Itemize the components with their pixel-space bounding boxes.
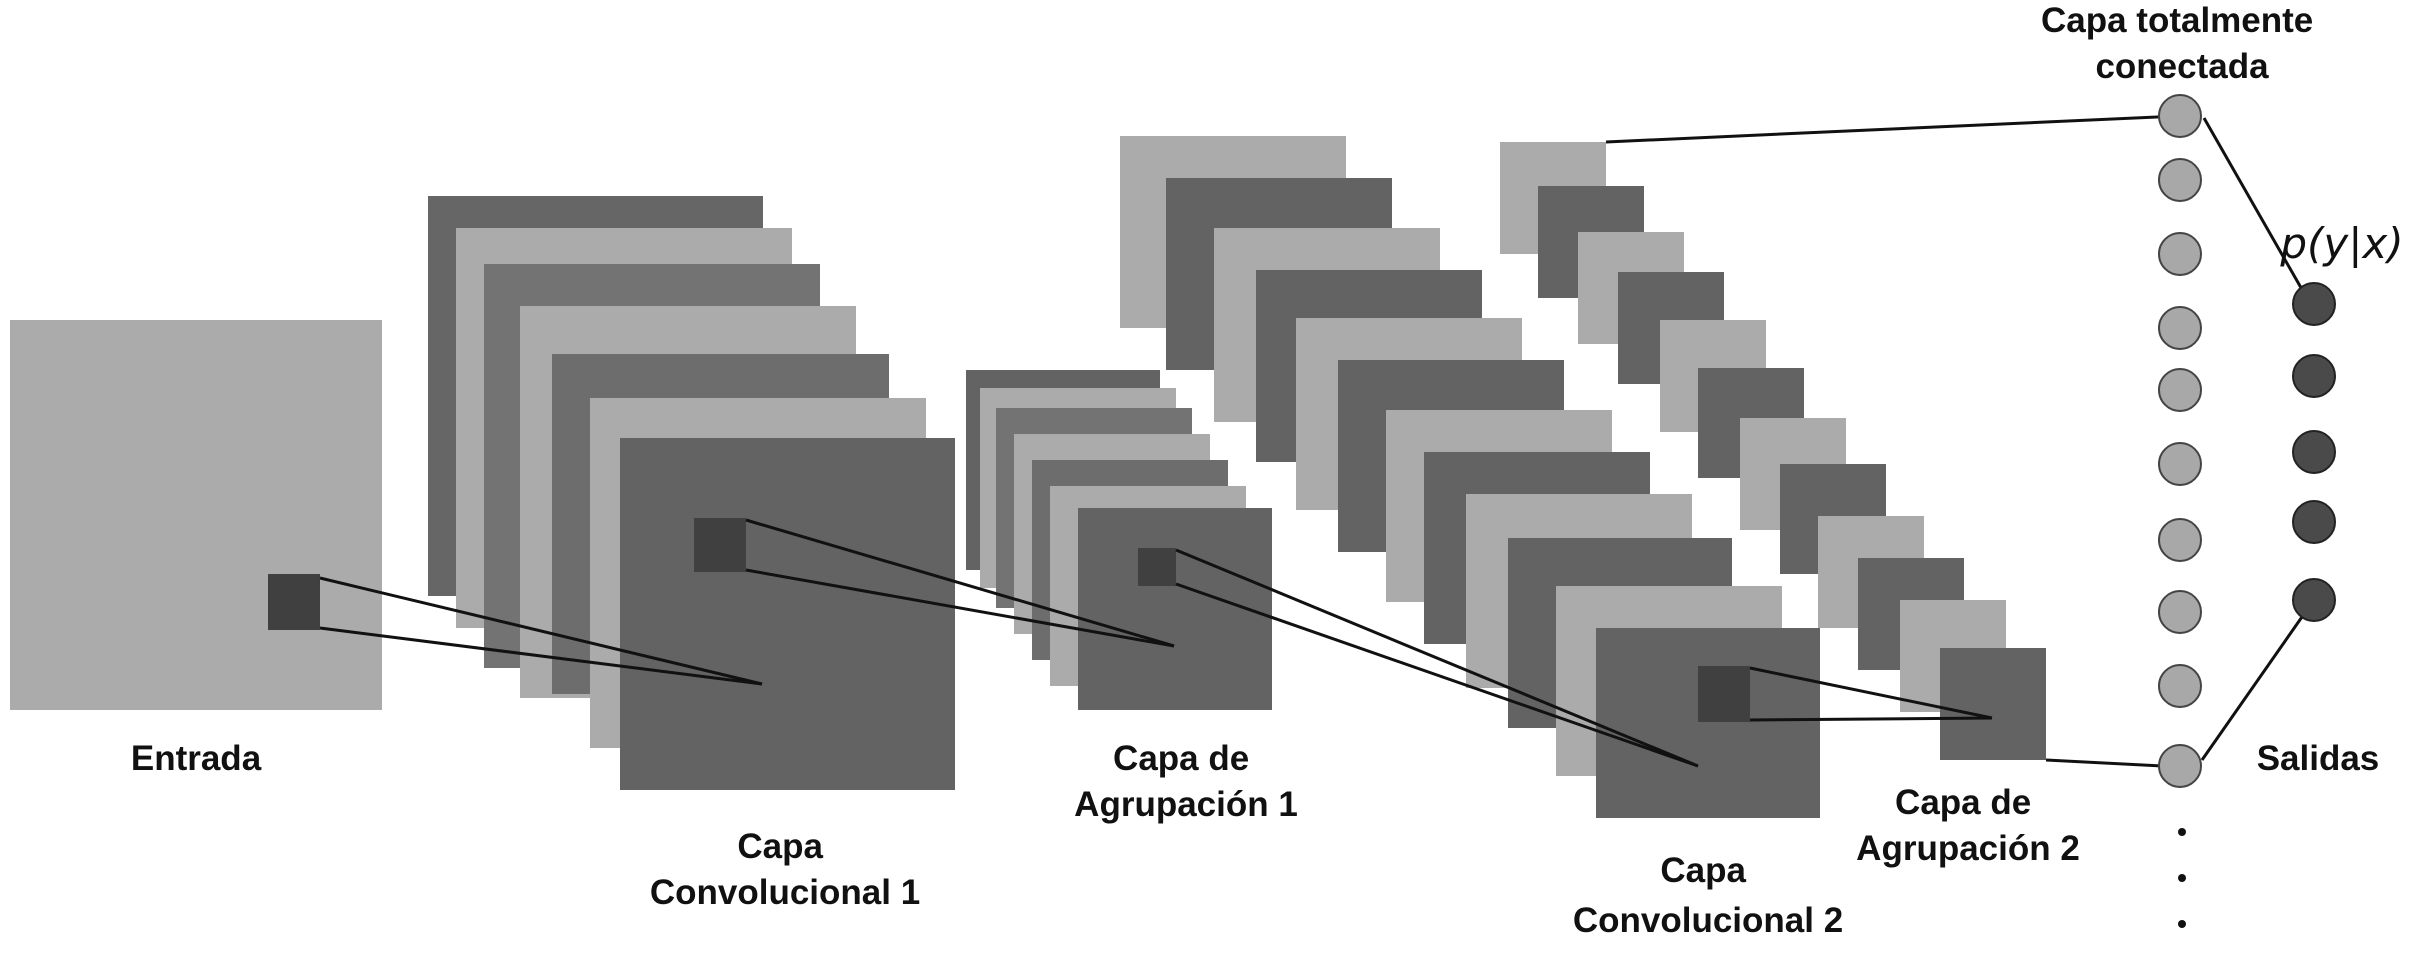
conv1-label-line2: Convolucional 1 (650, 873, 920, 912)
input-layer (10, 320, 382, 710)
fc-layer-nodes (2158, 94, 2202, 788)
pool2-label-line1: Capa de (1895, 783, 2031, 822)
pool1-label: Capa de Agrupación 1 (1074, 739, 1298, 824)
conv1-label: Capa Convolucional 1 (650, 827, 920, 912)
connector-line (1605, 114, 2179, 144)
continuation-dots (2178, 828, 2186, 928)
output-nodes (2292, 282, 2336, 622)
fc-node (2158, 518, 2202, 562)
conv2-map (1596, 628, 1820, 818)
fc-label-line1: Capa totalmente (2041, 1, 2313, 40)
pool2-label-line2: Agrupación 2 (1856, 829, 2080, 868)
fc-node (2158, 306, 2202, 350)
input-kernel-window (268, 574, 320, 630)
pool2-feature-maps (1500, 142, 2046, 760)
connector-line (319, 626, 763, 686)
connector-line (1749, 716, 1993, 722)
fc-node (2158, 94, 2202, 138)
fc-label-line2: conectada (2095, 47, 2269, 86)
connector-line (2202, 117, 2310, 301)
ellipsis-dot (2178, 828, 2186, 836)
conv2-label-line2: Convolucional 2 (1573, 901, 1843, 940)
connector-line (1175, 582, 1699, 768)
ellipsis-dot (2178, 920, 2186, 928)
conv1-feature-maps (428, 196, 955, 790)
fc-node (2158, 368, 2202, 412)
conv1-label-line1: Capa (737, 827, 823, 866)
connector-line (1749, 666, 1993, 720)
connector-line (1175, 548, 1699, 768)
ellipsis-dot (2178, 874, 2186, 882)
output-node (2292, 500, 2336, 544)
connector-line (745, 518, 1175, 648)
connector-line (745, 568, 1175, 648)
output-node (2292, 354, 2336, 398)
conv1-map (620, 438, 955, 790)
conv2-label: Capa Convolucional 2 (1573, 851, 1843, 940)
pool2-map (1940, 648, 2046, 760)
conv1-kernel-window (694, 518, 746, 572)
conv2-feature-maps (1120, 136, 1820, 818)
pool1-label-line1: Capa de (1113, 739, 1249, 778)
output-node (2292, 578, 2336, 622)
fc-label: Capa totalmente conectada (2041, 1, 2323, 86)
fc-node (2158, 744, 2202, 788)
conv2-label-line1: Capa (1660, 851, 1746, 890)
pool1-kernel-window (1138, 548, 1176, 586)
output-node (2292, 430, 2336, 474)
probability-label: p(y|x) (2279, 219, 2403, 268)
pool1-map (1078, 508, 1272, 710)
connector-line (2200, 613, 2306, 761)
connector-line (2045, 758, 2163, 768)
input-label: Entrada (131, 739, 262, 778)
fc-node (2158, 442, 2202, 486)
fc-node (2158, 664, 2202, 708)
input-image (10, 320, 382, 710)
fc-node (2158, 590, 2202, 634)
fc-node (2158, 232, 2202, 276)
conv2-kernel-window (1698, 666, 1750, 722)
pool2-label: Capa de Agrupación 2 (1856, 783, 2080, 868)
connector-line (319, 576, 763, 686)
receptive-field-connectors (319, 114, 2310, 768)
pool1-feature-maps (966, 370, 1272, 710)
pool1-label-line2: Agrupación 1 (1074, 785, 1298, 824)
outputs-label: Salidas (2257, 739, 2380, 778)
fc-node (2158, 158, 2202, 202)
output-node (2292, 282, 2336, 326)
